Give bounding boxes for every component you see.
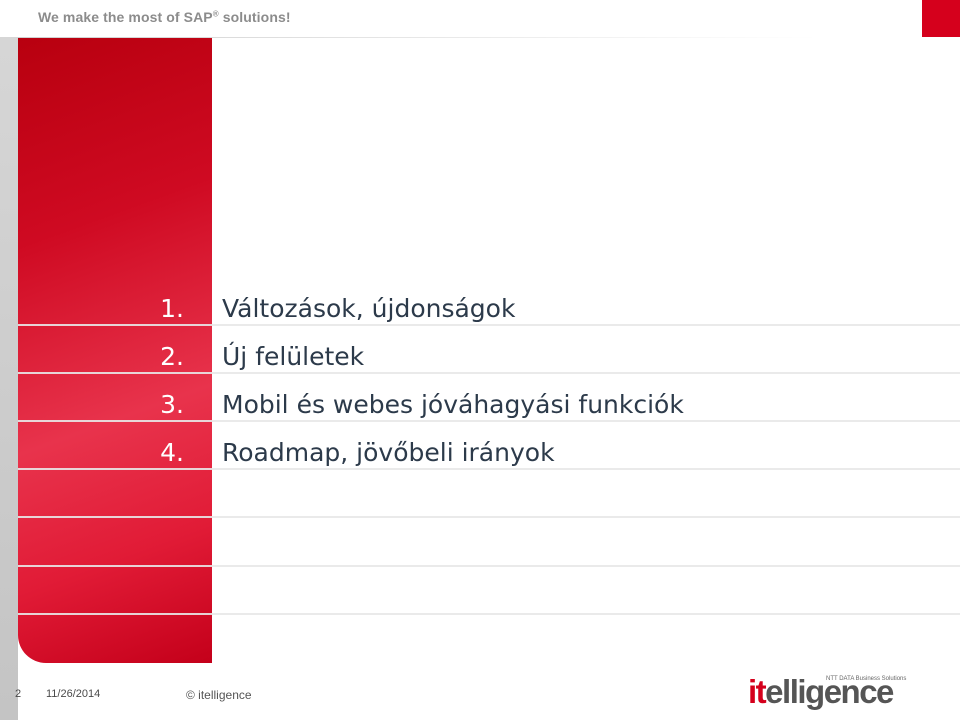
row-divider bbox=[18, 565, 960, 567]
slide-date: 11/26/2014 bbox=[46, 688, 101, 700]
agenda-item-text: Roadmap, jövőbeli irányok bbox=[222, 438, 555, 467]
row-divider bbox=[18, 516, 960, 518]
logo-tagline: NTT DATA Business Solutions bbox=[826, 676, 907, 682]
row-divider bbox=[18, 324, 960, 326]
agenda-item-number: 4. bbox=[160, 438, 184, 467]
header-tagline: We make the most of SAP® solutions! bbox=[38, 9, 291, 25]
agenda-item-text: Változások, újdonságok bbox=[222, 294, 516, 323]
agenda-item: 3. Mobil és webes jóváhagyási funkciók bbox=[0, 383, 960, 427]
agenda-item-text: Mobil és webes jóváhagyási funkciók bbox=[222, 390, 684, 419]
slide-copyright: © itelligence bbox=[186, 688, 252, 702]
row-divider bbox=[18, 372, 960, 374]
agenda-item: 2. Új felületek bbox=[0, 335, 960, 379]
agenda-item-number: 2. bbox=[160, 342, 184, 371]
row-divider bbox=[18, 420, 960, 422]
agenda-item-number: 1. bbox=[160, 294, 184, 323]
logo-wordmark: itelligence bbox=[748, 673, 894, 710]
agenda-item-number: 3. bbox=[160, 390, 184, 419]
agenda-item-text: Új felületek bbox=[222, 342, 365, 371]
header-divider bbox=[18, 37, 818, 38]
row-divider bbox=[18, 468, 960, 470]
red-accent-panel bbox=[18, 38, 212, 663]
row-divider bbox=[18, 613, 960, 615]
brand-corner-square bbox=[922, 0, 960, 37]
agenda-item: 1. Változások, újdonságok bbox=[0, 287, 960, 331]
slide-page-number: 2 bbox=[15, 688, 22, 700]
agenda-item: 4. Roadmap, jövőbeli irányok bbox=[0, 431, 960, 475]
itelligence-logo: itelligence NTT DATA Business Solutions bbox=[748, 674, 928, 710]
left-gray-strip bbox=[0, 37, 18, 720]
